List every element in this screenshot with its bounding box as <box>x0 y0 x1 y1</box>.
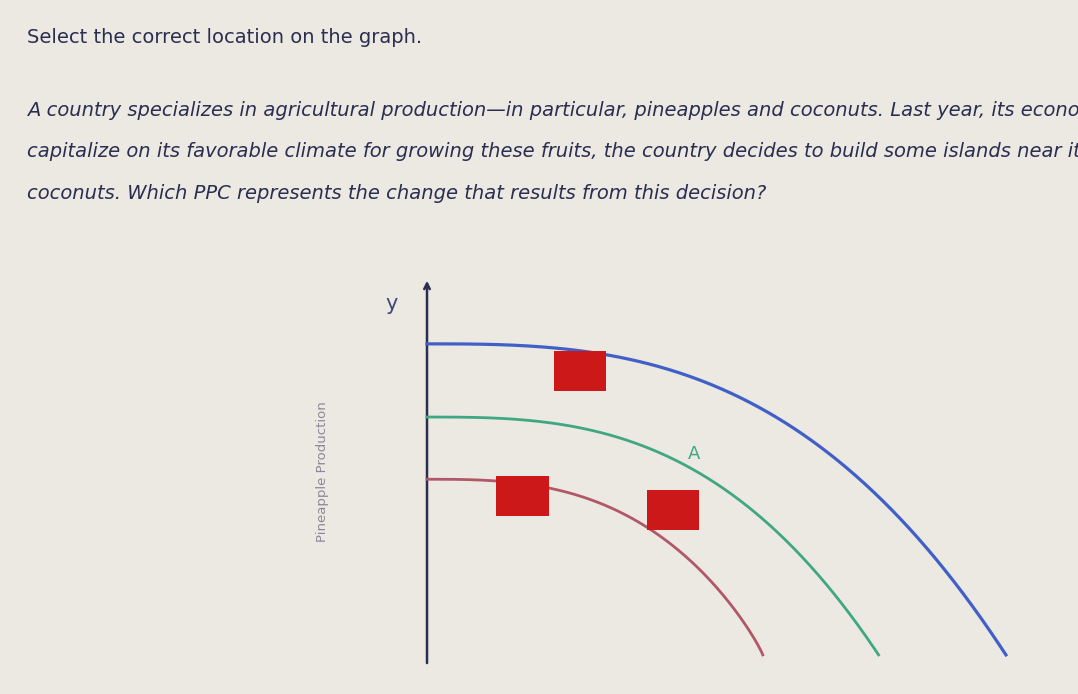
Bar <box>554 351 607 391</box>
Text: Select the correct location on the graph.: Select the correct location on the graph… <box>27 28 423 46</box>
Text: y: y <box>386 294 398 314</box>
Bar <box>647 490 700 530</box>
Text: A country specializes in agricultural production—in particular, pineapples and c: A country specializes in agricultural pr… <box>27 101 1078 119</box>
Bar <box>497 475 549 516</box>
Text: capitalize on its favorable climate for growing these fruits, the country decide: capitalize on its favorable climate for … <box>27 142 1078 161</box>
Text: Pineapple Production: Pineapple Production <box>316 402 329 542</box>
Text: A: A <box>688 445 700 463</box>
Text: coconuts. Which PPC represents the change that results from this decision?: coconuts. Which PPC represents the chang… <box>27 184 766 203</box>
